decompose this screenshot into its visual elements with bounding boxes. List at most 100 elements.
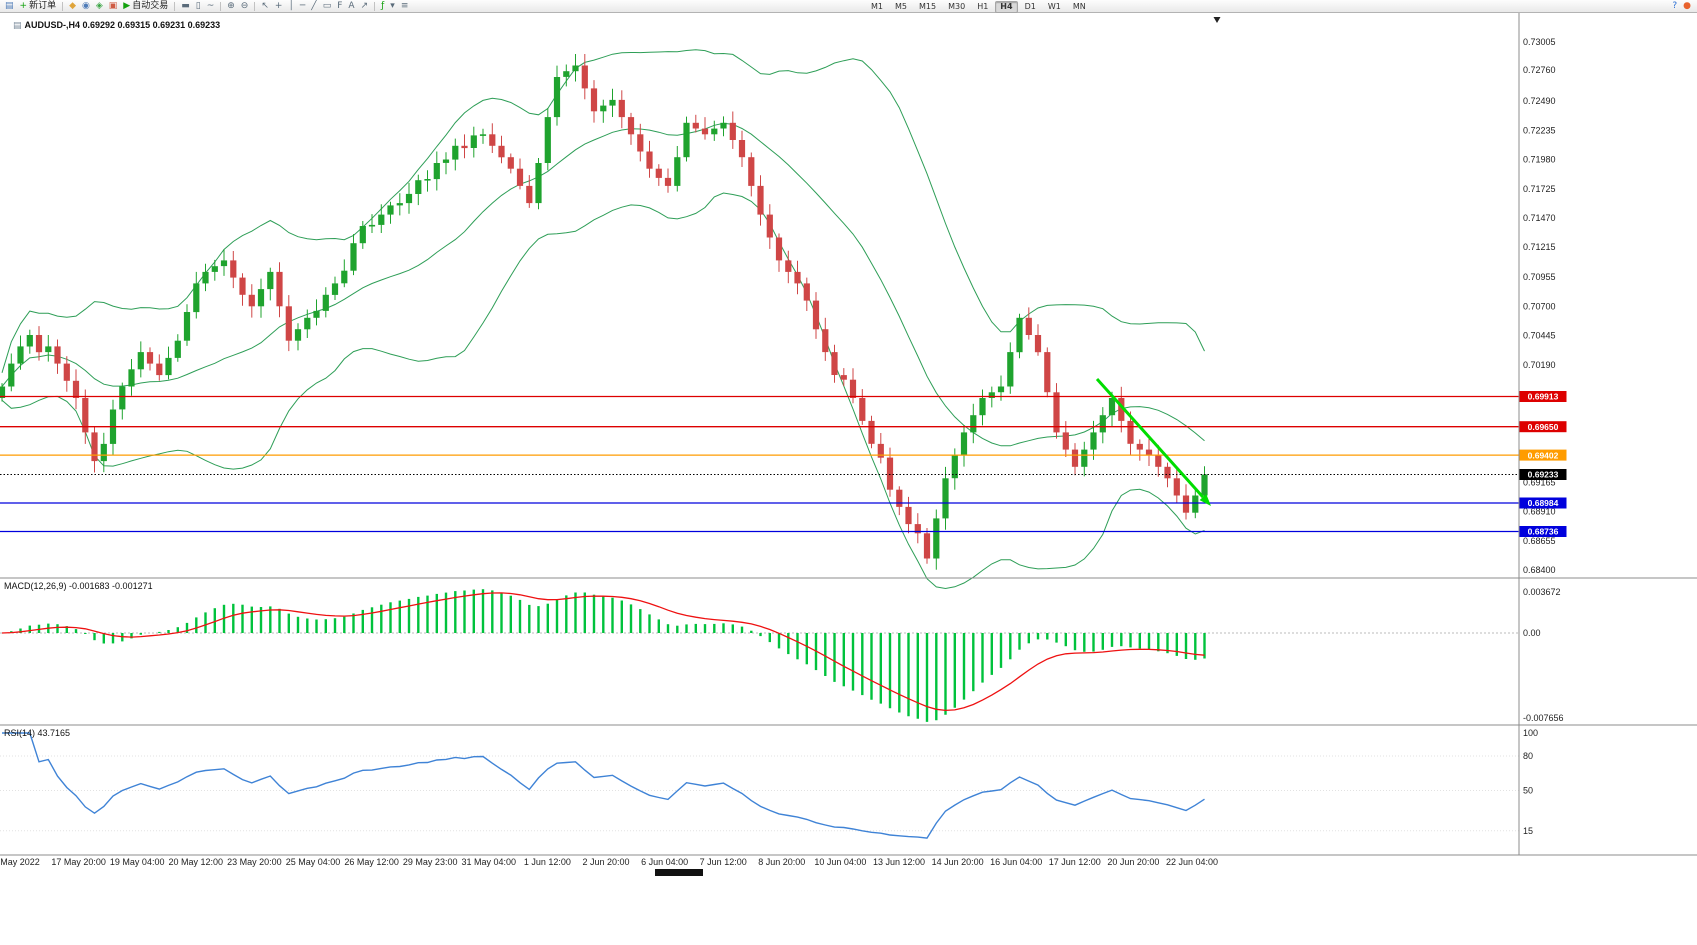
crosshair-button[interactable]: + (273, 1, 285, 12)
time-axis-label: 13 Jun 12:00 (873, 857, 925, 867)
bar-chart-mode-button[interactable]: ▬ (179, 1, 192, 12)
timeframe-h1-button[interactable]: H1 (977, 2, 989, 11)
time-axis-label: 2 Jun 20:00 (582, 857, 629, 867)
market-watch-button[interactable]: ◆ (67, 1, 78, 12)
price-tag-0.69233 (1519, 469, 1567, 480)
candle (1044, 352, 1051, 393)
macd-axis-label: 0.003672 (1523, 587, 1561, 597)
candle (609, 99, 616, 106)
candle (1016, 317, 1023, 353)
time-axis-label: 25 May 04:00 (286, 857, 341, 867)
candle (0, 386, 6, 398)
candle (1081, 449, 1088, 467)
horizontal-level-lines[interactable] (0, 395, 1519, 533)
help-button[interactable]: ? (1670, 1, 1679, 12)
price-tag-text: 0.69913 (1528, 392, 1559, 402)
time-axis-label: 8 Jun 20:00 (758, 857, 805, 867)
candle (1007, 352, 1014, 387)
indicators-button[interactable]: ƒ (379, 1, 386, 12)
candle (1201, 474, 1208, 496)
price-axis-label: 0.71215 (1523, 242, 1556, 252)
equidistant-channel-button[interactable]: ▭ (321, 1, 334, 12)
arrows-button[interactable]: ↗ (359, 1, 371, 12)
timeframe-m5-button[interactable]: M5 (895, 2, 907, 11)
candle (350, 243, 357, 271)
macd-axis-label: 0.00 (1523, 628, 1541, 638)
time-axis-label: 14 Jun 20:00 (932, 857, 984, 867)
candle (1145, 449, 1153, 456)
candle (498, 145, 505, 158)
timeframe-m1-button[interactable]: M1 (871, 2, 883, 11)
new-chart-icon: ▤ (5, 0, 14, 11)
timeframe-m15-button[interactable]: M15 (919, 2, 937, 11)
candle (91, 432, 98, 462)
period-list-button[interactable]: ▾ (388, 1, 397, 12)
timeframe-mn-button[interactable]: MN (1072, 2, 1086, 11)
timeframe-m30-button[interactable]: M30 (948, 2, 966, 11)
candle (63, 363, 70, 381)
line-chart-mode-button[interactable]: ~ (205, 1, 217, 12)
zoom-out-button[interactable]: ⊖ (239, 1, 251, 12)
fibonacci-button[interactable]: F (335, 1, 344, 12)
price-axis-label: 0.70445 (1523, 331, 1556, 341)
chart-shift-marker[interactable] (1213, 17, 1221, 23)
trend-arrow[interactable] (1095, 377, 1211, 506)
candle (202, 271, 209, 284)
candlestick-mode-button[interactable]: ▯ (194, 1, 203, 12)
candle (600, 105, 607, 112)
macd-axis-label: -0.007656 (1523, 713, 1564, 723)
candle (239, 277, 246, 295)
time-axis[interactable]: May 2022 17 May 20:00 19 May 04:00 20 May 1… (0, 857, 1218, 867)
terminal-button[interactable]: ▣ (107, 1, 120, 12)
candle (424, 179, 431, 181)
trend-arrow-line[interactable] (1095, 377, 1205, 499)
text-label-button[interactable]: A (346, 1, 356, 12)
new-chart-button[interactable]: ▤ (3, 1, 16, 12)
candle (433, 163, 440, 180)
text-label-icon: A (348, 0, 355, 11)
price-axis-label: 0.70700 (1523, 301, 1556, 311)
terminal-icon: ▣ (108, 0, 118, 11)
connection-status-button[interactable]: ● (1681, 1, 1693, 12)
zoom-in-icon: ⊕ (227, 0, 235, 11)
candle (119, 386, 126, 410)
toolbar-divider (62, 1, 64, 11)
candle (979, 398, 986, 416)
candle (470, 135, 477, 148)
candle (1164, 466, 1171, 479)
new-order-button[interactable]: + 新订单 (18, 1, 59, 12)
price-axis-label: 0.72235 (1523, 125, 1556, 135)
candle (100, 443, 107, 462)
timeframe-w1-button[interactable]: W1 (1047, 2, 1061, 11)
time-axis-label: 23 May 20:00 (227, 857, 282, 867)
price-axis-label: 0.72760 (1523, 65, 1556, 75)
candle-series (0, 54, 1208, 570)
trendline-button[interactable]: ╱ (309, 1, 318, 12)
navigator-button[interactable]: ◈ (94, 1, 105, 12)
data-window-button[interactable]: ◉ (80, 1, 92, 12)
candle (729, 122, 736, 140)
candle (637, 134, 644, 152)
candle (766, 214, 773, 238)
candle (1136, 443, 1143, 450)
zoom-in-button[interactable]: ⊕ (225, 1, 237, 12)
connection-status-icon: ● (1683, 1, 1691, 11)
timeframe-toolbar: M1 M5 M15 M30 H1 H4 D1 W1 MN (865, 1, 1092, 13)
price-tag-0.69650 (1519, 421, 1567, 433)
toolbar-divider (254, 1, 256, 11)
vertical-line-button[interactable]: │ (286, 1, 295, 12)
time-axis-label: 7 Jun 12:00 (700, 857, 747, 867)
auto-trading-button[interactable]: ▶ 自动交易 (121, 1, 170, 12)
candle (822, 329, 829, 353)
cursor-button[interactable]: ↖ (259, 1, 271, 12)
candle (1118, 398, 1125, 421)
candle (17, 346, 24, 364)
candle (738, 140, 746, 158)
candle (72, 380, 80, 398)
auto-trading-label: 自动交易 (132, 0, 169, 11)
timeframe-h4-button[interactable]: H4 (995, 1, 1018, 13)
templates-button[interactable]: ≡ (399, 1, 411, 12)
timeframe-d1-button[interactable]: D1 (1024, 2, 1036, 11)
horizontal-line-button[interactable]: ─ (298, 1, 307, 12)
